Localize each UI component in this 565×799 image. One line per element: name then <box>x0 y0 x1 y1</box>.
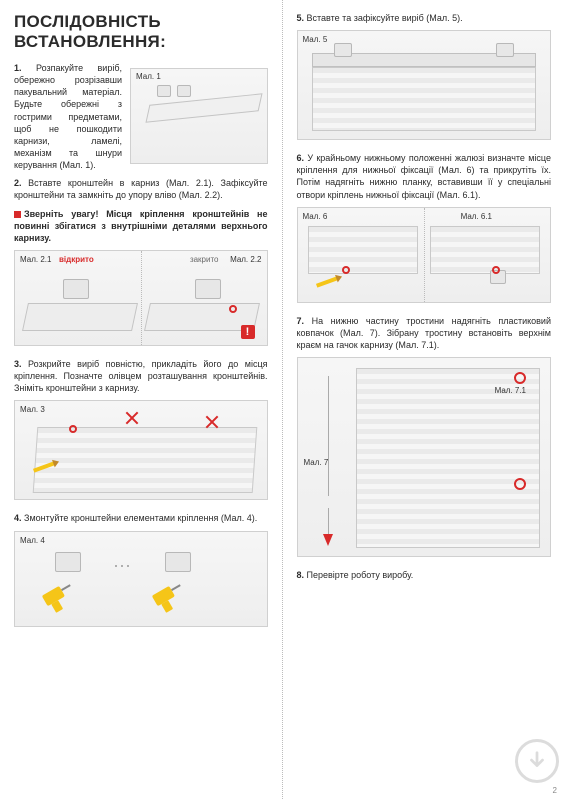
drill-icon <box>147 579 188 617</box>
part-icon <box>177 85 191 97</box>
figure-1-label: Мал. 1 <box>136 72 161 81</box>
figure-1: Мал. 1 <box>130 68 268 164</box>
figure-4: Мал. 4 ⋯ <box>14 531 268 627</box>
step-2-text: 2. Вставте кронштейн в карниз (Мал. 2.1)… <box>14 177 268 201</box>
step-6-text: 6. У крайньому нижньому положенні жалюзі… <box>297 152 552 201</box>
step-3-num: 3. <box>14 359 22 369</box>
highlight-circle-icon <box>342 266 350 274</box>
x-mark-icon <box>205 415 219 429</box>
bracket-icon <box>334 43 352 57</box>
figure-6: Мал. 6 Мал. 6.1 <box>297 207 552 303</box>
step-7-text: 7. На нижню частину тростини надягніть п… <box>297 315 552 351</box>
step-5-text: 5. Вставте та зафіксуйте виріб (Мал. 5). <box>297 12 552 24</box>
step-3-text: 3. Розкрийте виріб повністю, прикладіть … <box>14 358 268 394</box>
pencil-icon <box>315 276 337 287</box>
blinds-illustration <box>312 67 537 131</box>
main-title: ПОСЛІДОВНІСТЬ ВСТАНОВЛЕННЯ: <box>14 12 268 52</box>
watermark-arrow-icon <box>515 739 559 783</box>
step-2-num: 2. <box>14 178 22 188</box>
cord-illustration <box>328 376 329 496</box>
figure-61-label: Мал. 6.1 <box>461 212 492 221</box>
figure-22-label: Мал. 2.2 <box>230 255 261 264</box>
figure-71-label: Мал. 7.1 <box>495 386 526 395</box>
step-8-body: Перевірте роботу виробу. <box>307 570 414 580</box>
bracket-icon <box>165 552 191 572</box>
dots-icon: ⋯ <box>113 556 131 577</box>
step-5-body: Вставте та зафіксуйте виріб (Мал. 5). <box>307 13 463 23</box>
step-1-body: Розпакуйте виріб, обережно розрізавши па… <box>14 63 122 170</box>
rail-illustration <box>145 93 262 122</box>
step-6-body: У крайньому нижньому положенні жалюзі ви… <box>297 153 552 199</box>
figure-2: Мал. 2.1 відкрито закрито Мал. 2.2 ! <box>14 250 268 346</box>
step-5-num: 5. <box>297 13 305 23</box>
figure-7-label: Мал. 7 <box>304 458 329 467</box>
blinds-large <box>356 368 541 548</box>
alert-icon: ! <box>241 325 255 339</box>
figure-5: Мал. 5 <box>297 30 552 140</box>
step-4-num: 4. <box>14 513 22 523</box>
figure-4-label: Мал. 4 <box>20 536 45 545</box>
warning-icon <box>14 211 21 218</box>
divider <box>424 208 425 302</box>
step-2-body: Вставте кронштейн в карниз (Мал. 2.1). З… <box>14 178 268 200</box>
x-mark-icon <box>125 411 139 425</box>
step-1-num: 1. <box>14 63 22 73</box>
rail-left <box>22 303 138 331</box>
step-7-body: На нижню частину тростини надягніть плас… <box>297 316 552 350</box>
step-2-warning-text: Зверніть увагу! Місця кріплення кронштей… <box>14 209 268 243</box>
figure-5-label: Мал. 5 <box>303 35 328 44</box>
bracket-icon <box>63 279 89 299</box>
highlight-circle-icon <box>229 305 237 313</box>
bracket-icon <box>496 43 514 57</box>
figure-6-label: Мал. 6 <box>303 212 328 221</box>
closed-label: закрито <box>190 255 219 264</box>
step-4-body: Змонтуйте кронштейни елементами кріпленн… <box>24 513 257 523</box>
figure-7: Мал. 7.1 Мал. 7 <box>297 357 552 557</box>
figure-21-label: Мал. 2.1 <box>20 255 51 264</box>
step-7-num: 7. <box>297 316 305 326</box>
tassel-icon <box>323 534 333 546</box>
blinds-illustration <box>430 226 540 274</box>
step-6-num: 6. <box>297 153 305 163</box>
cord-illustration <box>328 508 329 534</box>
highlight-circle-icon <box>492 266 500 274</box>
bracket-icon <box>195 279 221 299</box>
step-2-warning: Зверніть увагу! Місця кріплення кронштей… <box>14 208 268 244</box>
step-3-body: Розкрийте виріб повністю, прикладіть йог… <box>14 359 268 393</box>
step-8-num: 8. <box>297 570 305 580</box>
figure-3-label: Мал. 3 <box>20 405 45 414</box>
drill-icon <box>37 579 78 617</box>
divider <box>141 251 142 345</box>
blinds-illustration <box>308 226 418 274</box>
step-1-text: 1. Розпакуйте виріб, обережно розрізавши… <box>14 62 122 171</box>
figure-3: Мал. 3 <box>14 400 268 500</box>
left-column: ПОСЛІДОВНІСТЬ ВСТАНОВЛЕННЯ: 1. Розпакуйт… <box>0 0 283 799</box>
right-column: 5. Вставте та зафіксуйте виріб (Мал. 5).… <box>283 0 565 799</box>
step-8-text: 8. Перевірте роботу виробу. <box>297 569 552 581</box>
open-label: відкрито <box>59 255 94 264</box>
part-icon <box>157 85 171 97</box>
blinds-illustration <box>33 427 257 493</box>
page-number: 2 <box>553 786 557 795</box>
bracket-icon <box>55 552 81 572</box>
page: ПОСЛІДОВНІСТЬ ВСТАНОВЛЕННЯ: 1. Розпакуйт… <box>0 0 565 799</box>
step-4-text: 4. Змонтуйте кронштейни елементами кріпл… <box>14 512 268 524</box>
